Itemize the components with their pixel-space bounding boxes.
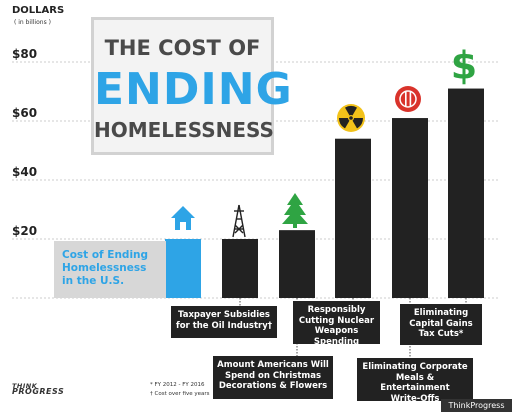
bar <box>392 118 428 298</box>
bar <box>335 138 371 298</box>
bar <box>448 88 484 298</box>
logo-line-2: PROGRESS <box>12 387 65 396</box>
title-line-1: THE COST OF <box>104 36 261 60</box>
bar <box>222 239 258 298</box>
title-line-3: HOMELESSNESS <box>94 118 274 142</box>
thinkprogress-logo: THINK PROGRESS <box>12 382 65 396</box>
y-tick-label: $20 <box>12 224 37 238</box>
category-label-homelessness: Cost of Ending Homelessness in the U.S. <box>54 241 166 298</box>
svg-text:$: $ <box>451 44 477 88</box>
footnote-fiscal-years: * FY 2012 - FY 2016 <box>150 382 205 388</box>
radiation-icon <box>337 104 365 132</box>
y-axis-label: DOLLARS <box>12 5 65 16</box>
footnote-five-years: † Cost over five years <box>150 391 210 397</box>
category-label-christmas: Amount Americans Will Spend on Christmas… <box>213 356 333 399</box>
y-axis-unit: ( in billions ) <box>14 19 51 26</box>
christmas-tree-icon <box>282 193 308 228</box>
bar <box>279 230 315 298</box>
logo-line-1: THINK <box>12 382 38 390</box>
plate-fork-knife-icon <box>395 86 421 112</box>
y-tick-label: $40 <box>12 165 37 179</box>
credit-bar: ThinkProgress <box>441 399 512 412</box>
y-tick-label: $60 <box>12 106 37 120</box>
category-label-nuclear: Responsibly Cutting Nuclear Weapons Spen… <box>293 301 380 347</box>
bar <box>165 239 201 298</box>
category-label-meals: Eliminating Corporate Meals & Entertainm… <box>357 358 473 404</box>
category-label-homelessness-text: Cost of Ending Homelessness in the U.S. <box>62 249 149 287</box>
dollar-sign-icon: $ <box>451 44 477 88</box>
house-icon <box>171 206 195 230</box>
title-box: THE COST OF ENDING HOMELESSNESS <box>91 17 293 155</box>
title-line-2: ENDING <box>94 64 293 115</box>
oil-derrick-icon <box>232 204 246 238</box>
y-tick-label: $80 <box>12 47 37 61</box>
category-label-capital: Eliminating Capital Gains Tax Cuts* <box>400 304 482 345</box>
category-label-oil: Taxpayer Subsidies for the Oil Industry† <box>171 306 277 338</box>
